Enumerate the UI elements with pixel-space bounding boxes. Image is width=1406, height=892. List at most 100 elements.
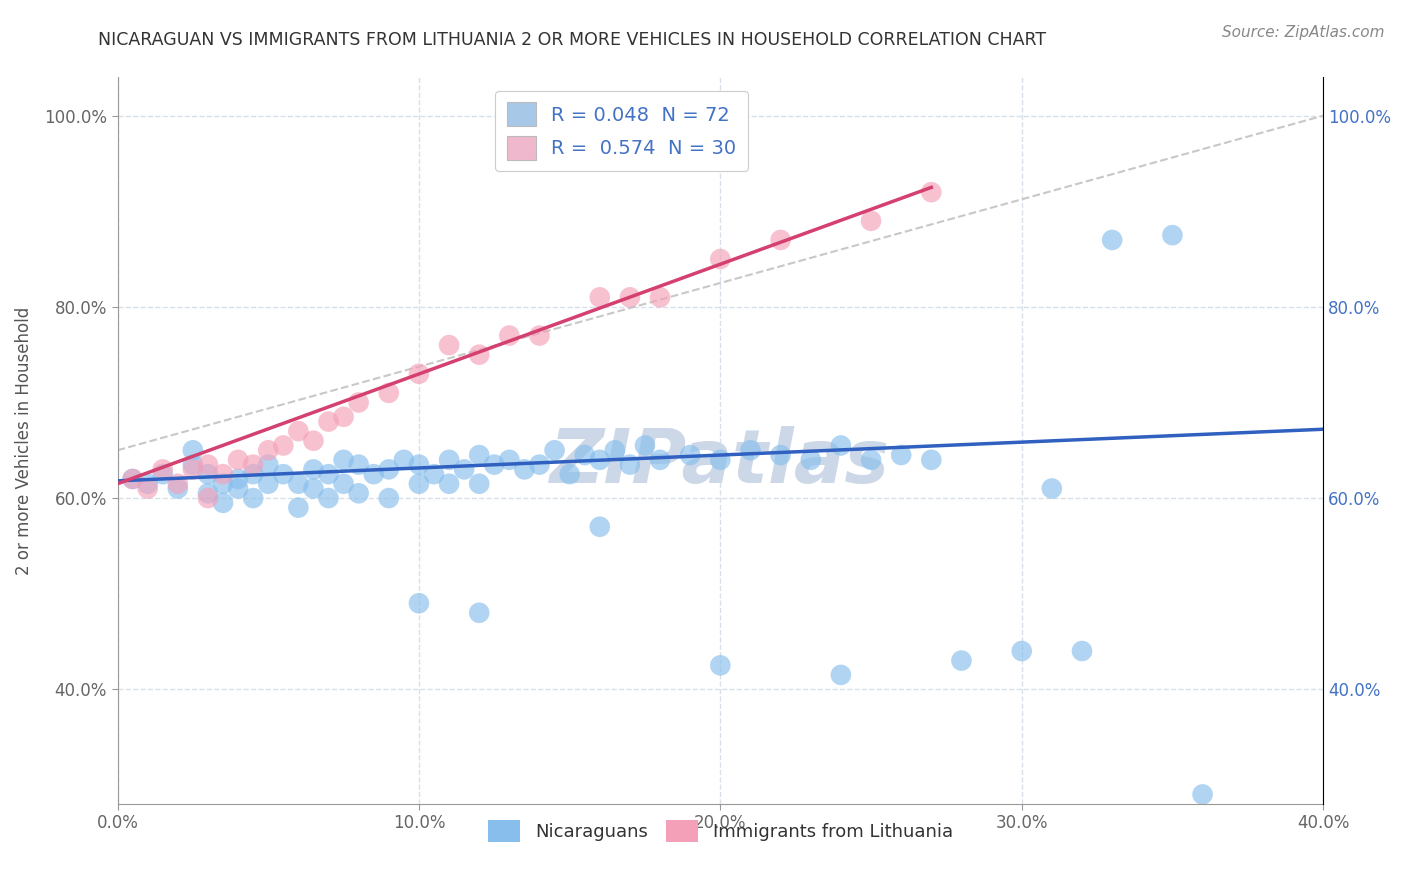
- Point: [1071, 644, 1094, 658]
- Text: NICARAGUAN VS IMMIGRANTS FROM LITHUANIA 2 OR MORE VEHICLES IN HOUSEHOLD CORRELAT: NICARAGUAN VS IMMIGRANTS FROM LITHUANIA …: [98, 31, 1046, 49]
- Point: [648, 453, 671, 467]
- Point: [212, 467, 235, 482]
- Point: [468, 348, 491, 362]
- Point: [242, 467, 264, 482]
- Point: [558, 467, 581, 482]
- Point: [226, 453, 249, 467]
- Point: [212, 476, 235, 491]
- Point: [257, 476, 280, 491]
- Point: [589, 453, 612, 467]
- Point: [408, 367, 430, 381]
- Point: [800, 453, 823, 467]
- Point: [830, 438, 852, 452]
- Point: [740, 443, 762, 458]
- Point: [890, 448, 912, 462]
- Point: [679, 448, 702, 462]
- Point: [709, 453, 731, 467]
- Point: [257, 443, 280, 458]
- Point: [392, 453, 415, 467]
- Point: [212, 496, 235, 510]
- Point: [318, 467, 340, 482]
- Point: [1101, 233, 1123, 247]
- Point: [498, 453, 520, 467]
- Point: [498, 328, 520, 343]
- Point: [257, 458, 280, 472]
- Point: [634, 438, 657, 452]
- Point: [287, 424, 309, 438]
- Point: [408, 596, 430, 610]
- Point: [513, 462, 536, 476]
- Point: [619, 290, 641, 304]
- Point: [378, 491, 401, 505]
- Point: [363, 467, 385, 482]
- Point: [950, 654, 973, 668]
- Point: [453, 462, 475, 476]
- Point: [769, 233, 792, 247]
- Point: [920, 453, 942, 467]
- Y-axis label: 2 or more Vehicles in Household: 2 or more Vehicles in Household: [15, 307, 32, 574]
- Point: [242, 491, 264, 505]
- Point: [136, 476, 159, 491]
- Point: [437, 453, 460, 467]
- Point: [574, 448, 596, 462]
- Legend: R = 0.048  N = 72, R =  0.574  N = 30: R = 0.048 N = 72, R = 0.574 N = 30: [495, 91, 748, 171]
- Point: [347, 458, 370, 472]
- Point: [920, 185, 942, 199]
- Point: [437, 338, 460, 352]
- Point: [347, 486, 370, 500]
- Point: [152, 462, 174, 476]
- Point: [287, 500, 309, 515]
- Point: [332, 476, 354, 491]
- Point: [1040, 482, 1063, 496]
- Point: [197, 467, 219, 482]
- Point: [121, 472, 143, 486]
- Text: Source: ZipAtlas.com: Source: ZipAtlas.com: [1222, 25, 1385, 40]
- Point: [408, 458, 430, 472]
- Point: [529, 328, 551, 343]
- Text: ZIPatlas: ZIPatlas: [550, 426, 890, 499]
- Point: [589, 520, 612, 534]
- Point: [332, 409, 354, 424]
- Point: [1191, 788, 1213, 802]
- Point: [830, 668, 852, 682]
- Point: [197, 486, 219, 500]
- Point: [1161, 228, 1184, 243]
- Point: [468, 606, 491, 620]
- Point: [709, 658, 731, 673]
- Point: [181, 458, 204, 472]
- Point: [484, 458, 506, 472]
- Point: [1011, 644, 1033, 658]
- Point: [423, 467, 446, 482]
- Point: [152, 467, 174, 482]
- Point: [468, 448, 491, 462]
- Point: [166, 482, 188, 496]
- Point: [271, 438, 294, 452]
- Point: [302, 482, 325, 496]
- Point: [302, 434, 325, 448]
- Point: [468, 476, 491, 491]
- Point: [181, 443, 204, 458]
- Point: [271, 467, 294, 482]
- Point: [287, 476, 309, 491]
- Point: [543, 443, 565, 458]
- Point: [603, 443, 626, 458]
- Point: [166, 476, 188, 491]
- Point: [378, 462, 401, 476]
- Point: [619, 458, 641, 472]
- Point: [529, 458, 551, 472]
- Point: [347, 395, 370, 409]
- Point: [197, 458, 219, 472]
- Point: [181, 462, 204, 476]
- Point: [242, 458, 264, 472]
- Point: [197, 491, 219, 505]
- Point: [769, 448, 792, 462]
- Point: [860, 214, 883, 228]
- Point: [318, 415, 340, 429]
- Point: [437, 476, 460, 491]
- Point: [136, 482, 159, 496]
- Point: [226, 472, 249, 486]
- Point: [860, 453, 883, 467]
- Point: [589, 290, 612, 304]
- Point: [226, 482, 249, 496]
- Point: [302, 462, 325, 476]
